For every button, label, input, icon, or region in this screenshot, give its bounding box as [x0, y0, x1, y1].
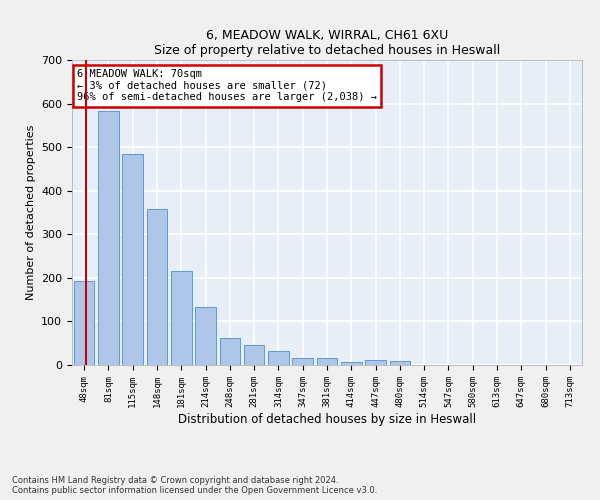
Bar: [244, 346, 265, 365]
Text: 6 MEADOW WALK: 70sqm
← 3% of detached houses are smaller (72)
96% of semi-detach: 6 MEADOW WALK: 70sqm ← 3% of detached ho…: [77, 69, 377, 102]
X-axis label: Distribution of detached houses by size in Heswall: Distribution of detached houses by size …: [178, 412, 476, 426]
Bar: [98, 111, 119, 365]
Bar: [122, 154, 143, 365]
Bar: [171, 272, 191, 365]
Title: 6, MEADOW WALK, WIRRAL, CH61 6XU
Size of property relative to detached houses in: 6, MEADOW WALK, WIRRAL, CH61 6XU Size of…: [154, 30, 500, 58]
Bar: [146, 209, 167, 365]
Text: Contains HM Land Registry data © Crown copyright and database right 2024.
Contai: Contains HM Land Registry data © Crown c…: [12, 476, 377, 495]
Bar: [220, 338, 240, 365]
Bar: [292, 358, 313, 365]
Bar: [74, 282, 94, 365]
Y-axis label: Number of detached properties: Number of detached properties: [26, 125, 35, 300]
Bar: [268, 352, 289, 365]
Bar: [317, 358, 337, 365]
Bar: [195, 308, 216, 365]
Bar: [341, 362, 362, 365]
Bar: [365, 360, 386, 365]
Bar: [389, 361, 410, 365]
